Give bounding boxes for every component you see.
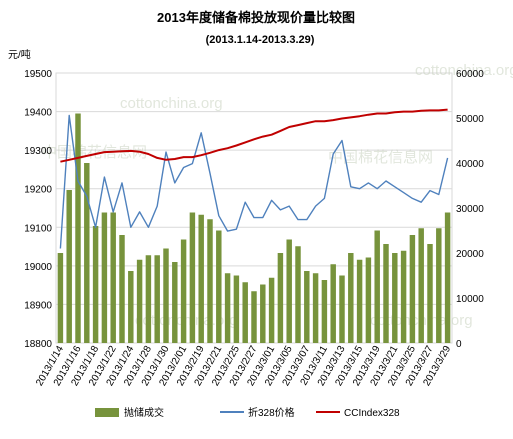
- watermark-text: 中国棉花信息网: [42, 144, 147, 161]
- legend-label: CCIndex328: [344, 408, 400, 419]
- bar-series-group: [57, 113, 451, 343]
- volume-bar: [233, 275, 240, 343]
- y-right-tick-label: 50000: [456, 114, 484, 125]
- volume-bar: [154, 255, 160, 343]
- volume-bar: [436, 228, 442, 343]
- volume-bar: [198, 214, 204, 343]
- volume-bar: [374, 230, 380, 343]
- legend-swatch-bar: [95, 408, 119, 417]
- x-axis: 2013/1/142013/1/162013/1/182013/1/222013…: [34, 344, 453, 388]
- volume-bar: [66, 190, 72, 343]
- volume-bar: [330, 264, 336, 343]
- volume-bar: [321, 280, 328, 343]
- volume-bar: [224, 273, 231, 343]
- volume-bar: [304, 271, 310, 343]
- volume-bar: [277, 253, 284, 343]
- volume-bar: [392, 253, 398, 343]
- volume-bar: [295, 246, 301, 343]
- y-axis-left: 18800 18900 19000 19100 19200 19300 19400 19500: [24, 69, 52, 350]
- legend-label: 抛储成交: [124, 406, 164, 419]
- volume-bar: [365, 257, 372, 343]
- y-right-tick-label: 20000: [456, 249, 484, 260]
- volume-bar: [110, 212, 116, 343]
- legend: 抛储成交 折328价格 CCIndex328: [95, 406, 400, 419]
- y-right-tick-label: 0: [456, 339, 462, 350]
- y-left-tick-label: 18800: [24, 339, 52, 350]
- volume-bar: [400, 250, 407, 343]
- volume-bar: [312, 273, 319, 343]
- volume-bar: [242, 282, 248, 343]
- volume-bar: [128, 271, 134, 343]
- volume-bar: [119, 235, 125, 343]
- y-left-tick-label: 19500: [24, 69, 52, 80]
- y-axis-left-label: 元/吨: [8, 48, 31, 61]
- y-left-tick-label: 19400: [24, 108, 52, 119]
- volume-bar: [75, 113, 81, 343]
- volume-bar: [339, 275, 345, 343]
- ccindex-line: [60, 108, 448, 163]
- y-right-tick-label: 60000: [456, 69, 484, 80]
- y-left-tick-label: 19000: [24, 262, 52, 273]
- y-right-tick-label: 10000: [456, 294, 484, 305]
- volume-bar: [84, 163, 90, 343]
- volume-bar: [348, 253, 354, 343]
- y-left-tick-label: 18900: [24, 300, 52, 311]
- y-left-tick-label: 19100: [24, 223, 52, 234]
- volume-bar: [172, 262, 178, 343]
- y-right-tick-label: 40000: [456, 159, 484, 170]
- volume-bar: [57, 253, 64, 343]
- volume-bar: [383, 244, 389, 343]
- volume-bar: [136, 259, 143, 343]
- volume-bar: [145, 255, 152, 343]
- volume-bar: [216, 230, 222, 343]
- y-right-tick-label: 30000: [456, 204, 484, 215]
- chart-subtitle: (2013.1.14-2013.3.29): [206, 34, 315, 46]
- y-left-tick-label: 19200: [24, 185, 52, 196]
- line-series-group: [59, 108, 449, 249]
- price-328-line: [59, 114, 449, 249]
- volume-bar: [92, 226, 99, 343]
- watermark-text: cottonchina.org: [120, 95, 223, 112]
- legend-label: 折328价格: [248, 406, 295, 419]
- volume-bar: [444, 212, 451, 343]
- volume-bar: [163, 248, 169, 343]
- volume-bar: [260, 284, 266, 343]
- volume-bar: [409, 235, 416, 343]
- volume-bar: [180, 239, 187, 343]
- volume-bar: [101, 212, 108, 343]
- volume-bar: [268, 277, 275, 343]
- volume-bar: [189, 212, 196, 343]
- volume-bar: [356, 259, 363, 343]
- chart-title: 2013年度储备棉投放现价量比较图: [157, 10, 355, 25]
- volume-bar: [418, 228, 424, 343]
- volume-bar: [427, 244, 433, 343]
- volume-bar: [207, 219, 213, 343]
- y-axis-right: 0 10000 20000 30000 40000 50000 60000: [456, 69, 484, 350]
- volume-bar: [251, 291, 257, 343]
- watermark-text: cottonchina.org: [415, 62, 513, 79]
- y-left-tick-label: 19300: [24, 146, 52, 157]
- volume-bar: [286, 239, 292, 343]
- watermark-text: 中国棉花信息网: [328, 149, 433, 166]
